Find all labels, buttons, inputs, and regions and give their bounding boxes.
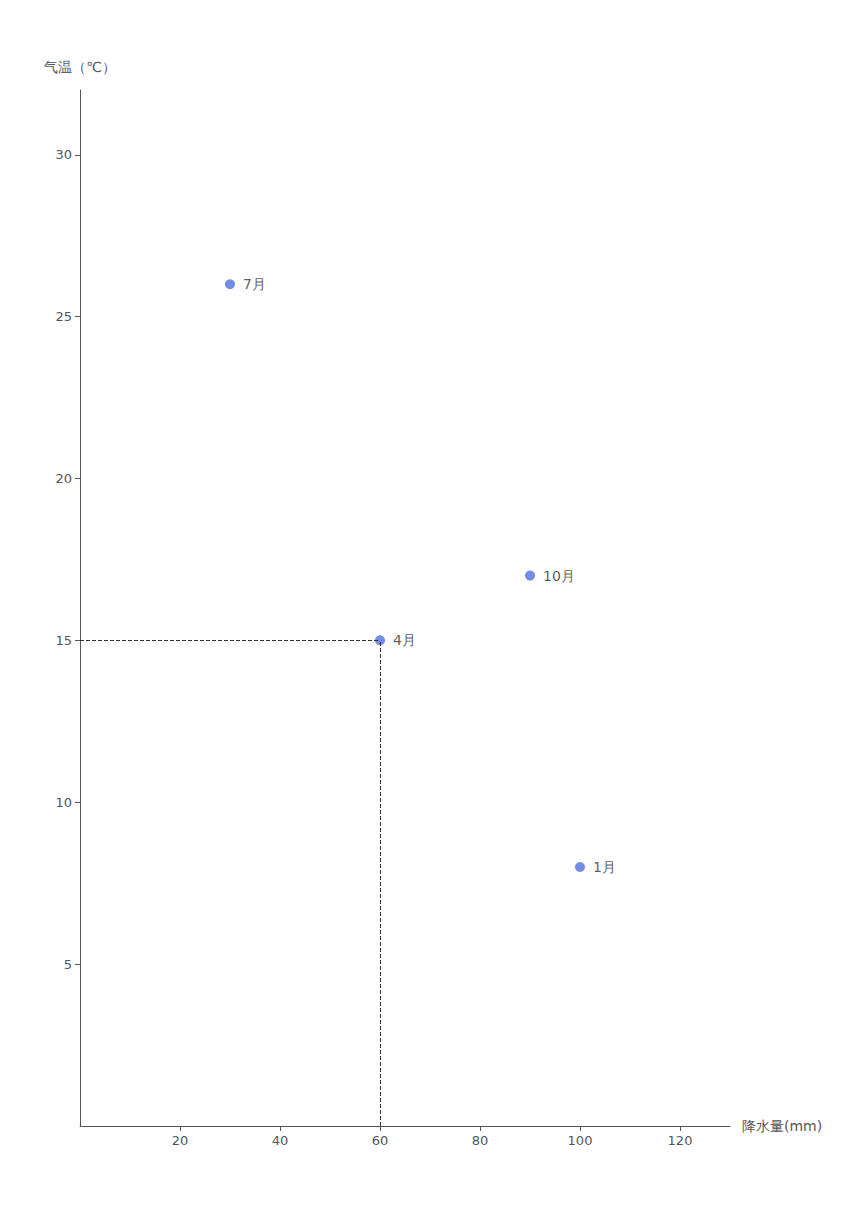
svg-text:10: 10: [55, 795, 72, 810]
svg-text:80: 80: [472, 1133, 489, 1148]
svg-text:15: 15: [55, 633, 72, 648]
svg-text:4月: 4月: [393, 632, 416, 648]
svg-text:10月: 10月: [543, 568, 575, 584]
svg-text:20: 20: [172, 1133, 189, 1148]
svg-text:25: 25: [55, 309, 72, 324]
svg-text:1月: 1月: [593, 859, 616, 875]
svg-text:60: 60: [372, 1133, 389, 1148]
svg-text:7月: 7月: [243, 276, 266, 292]
svg-text:30: 30: [55, 147, 72, 162]
svg-text:降水量(mm): 降水量(mm): [742, 1118, 822, 1134]
svg-text:120: 120: [668, 1133, 693, 1148]
svg-text:5: 5: [64, 957, 72, 972]
svg-text:20: 20: [55, 471, 72, 486]
svg-text:100: 100: [568, 1133, 593, 1148]
svg-text:40: 40: [272, 1133, 289, 1148]
svg-text:气温（℃）: 气温（℃）: [44, 59, 116, 75]
